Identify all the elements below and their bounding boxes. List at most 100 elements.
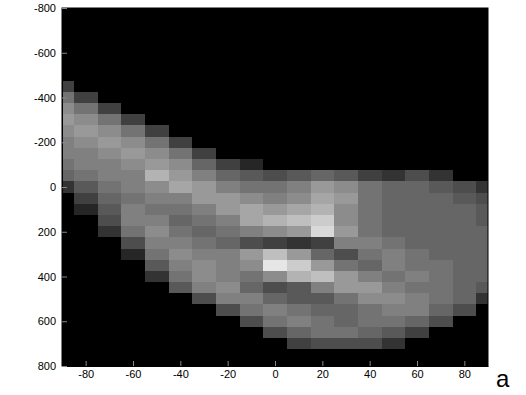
x-tick-label: 0 (272, 368, 278, 380)
heatmap-cell (121, 304, 145, 316)
heatmap-cell (62, 293, 74, 305)
heatmap-cell (287, 25, 311, 37)
y-tick: -200 (34, 136, 67, 148)
heatmap-cell (240, 204, 264, 216)
heatmap-cell (169, 193, 193, 205)
heatmap-cell (358, 271, 382, 283)
heatmap-cell (121, 237, 145, 249)
heatmap-cell (216, 148, 240, 160)
heatmap-cell (62, 282, 74, 294)
heatmap-cell (121, 249, 145, 261)
heatmap-cell (263, 260, 287, 272)
heatmap-cell (311, 159, 335, 171)
heatmap-cell (287, 103, 311, 115)
heatmap-cell (192, 304, 216, 316)
heatmap-cell (405, 148, 429, 160)
heatmap-cell (145, 271, 169, 283)
heatmap-cell (476, 193, 488, 205)
heatmap-cell (62, 327, 74, 339)
heatmap-cell (429, 293, 453, 305)
heatmap-cell (334, 327, 358, 339)
heatmap-cell (311, 226, 335, 238)
heatmap-cell (453, 92, 477, 104)
heatmap-cell (216, 349, 240, 361)
x-tick: -60 (126, 361, 142, 380)
heatmap-cell (334, 237, 358, 249)
heatmap-cell (62, 170, 74, 182)
heatmap-cell (334, 81, 358, 93)
heatmap-cell (311, 237, 335, 249)
heatmap-cell (263, 193, 287, 205)
heatmap-cell (121, 226, 145, 238)
heatmap-cell (453, 8, 477, 14)
heatmap-cell (145, 148, 169, 160)
y-tick: -800 (34, 2, 67, 14)
heatmap-cell (145, 114, 169, 126)
heatmap-cell (334, 204, 358, 216)
heatmap-cell (169, 349, 193, 361)
heatmap-cell (358, 148, 382, 160)
heatmap-cell (216, 316, 240, 328)
heatmap-cell (121, 193, 145, 205)
heatmap-cell (121, 282, 145, 294)
heatmap-cell (405, 327, 429, 339)
heatmap-cell (382, 181, 406, 193)
heatmap-cell (476, 170, 488, 182)
heatmap-cell (145, 25, 169, 37)
heatmap-cell (62, 249, 74, 261)
heatmap-cell (216, 293, 240, 305)
heatmap-cell (429, 47, 453, 59)
heatmap-cell (429, 249, 453, 261)
heatmap-cell (192, 226, 216, 238)
heatmap-cell (311, 125, 335, 137)
heatmap-cell (405, 215, 429, 227)
heatmap-cell (121, 114, 145, 126)
heatmap-cell (334, 36, 358, 48)
x-axis: -80-60-40-20020406080 (63, 361, 489, 380)
heatmap-cell (121, 215, 145, 227)
heatmap-cell (121, 103, 145, 115)
heatmap-cell (62, 36, 74, 48)
heatmap-cell (192, 159, 216, 171)
heatmap-cell (216, 204, 240, 216)
heatmap-cell (263, 58, 287, 70)
heatmap-cell (405, 14, 429, 26)
heatmap-cell (145, 193, 169, 205)
heatmap-cell (62, 193, 74, 205)
heatmap-cell (382, 226, 406, 238)
heatmap-cell (121, 360, 145, 366)
heatmap-cell (287, 125, 311, 137)
heatmap-cell (169, 70, 193, 82)
heatmap-cell (74, 14, 98, 26)
heatmap-cell (62, 271, 74, 283)
heatmap-cell (98, 193, 122, 205)
heatmap-cell (74, 114, 98, 126)
heatmap-cell (287, 81, 311, 93)
heatmap-cell (287, 47, 311, 59)
heatmap-cell (453, 349, 477, 361)
heatmap-cell (98, 8, 122, 14)
heatmap-cell (74, 215, 98, 227)
heatmap-cell (240, 360, 264, 366)
y-tick-label: -400 (34, 92, 56, 104)
heatmap-cell (476, 137, 488, 149)
heatmap-cell (311, 181, 335, 193)
heatmap-cell (216, 70, 240, 82)
heatmap-cell (358, 327, 382, 339)
heatmap-cell (311, 114, 335, 126)
heatmap-cell (382, 293, 406, 305)
heatmap-cell (169, 316, 193, 328)
heatmap-cell (169, 293, 193, 305)
heatmap-cell (263, 181, 287, 193)
heatmap-cell (382, 282, 406, 294)
heatmap-cell (62, 25, 74, 37)
heatmap-cell (192, 282, 216, 294)
heatmap-cell (358, 226, 382, 238)
heatmap-cell (311, 204, 335, 216)
heatmap-cell (74, 249, 98, 261)
y-tick-mark (62, 98, 67, 99)
heatmap-cell (287, 58, 311, 70)
x-tick-label: 40 (364, 368, 376, 380)
y-tick-label: -600 (34, 47, 56, 59)
heatmap-cell (453, 159, 477, 171)
